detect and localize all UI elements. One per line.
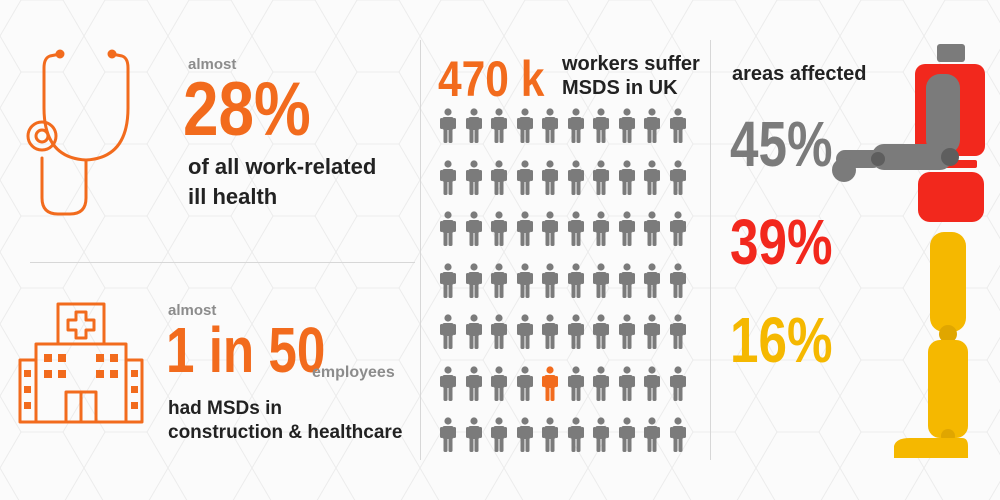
person-icon [618, 314, 635, 349]
person-icon [465, 211, 482, 246]
person-icon [618, 108, 635, 143]
stat2-prefix: almost [168, 302, 217, 319]
person-icon [440, 417, 456, 452]
area-value-back: 39% [730, 206, 833, 278]
person-icon [669, 365, 686, 401]
person-icon [465, 365, 482, 401]
person-icon [542, 262, 558, 298]
person-icon [516, 365, 533, 401]
person-icon [465, 417, 482, 452]
person-icon [516, 211, 533, 246]
person-icon [491, 211, 507, 246]
person-icon [618, 159, 635, 195]
divider-vertical-right [710, 40, 711, 460]
person-icon [491, 108, 507, 143]
person-icon [567, 314, 584, 349]
workers-label-line2: MSDS in UK [562, 77, 678, 99]
person-icon [440, 365, 456, 401]
stat1-desc-line1: of all work-related [188, 154, 377, 179]
person-icon [644, 365, 660, 401]
stethoscope-icon [26, 49, 130, 216]
person-icon [669, 314, 686, 349]
person-icon [593, 365, 609, 401]
stat1-value: 28% [183, 67, 311, 152]
person-icon [465, 108, 482, 143]
person-icon [465, 262, 482, 298]
areas-title: areas affected [732, 63, 867, 85]
person-icon [491, 417, 507, 452]
hospital-icon [18, 302, 144, 424]
person-icon [669, 211, 686, 246]
person-icon [644, 211, 660, 246]
area-value-lower-limbs: 16% [730, 304, 833, 376]
person-icon [618, 262, 635, 298]
person-icon [516, 262, 533, 298]
stat2-value: 1 in 50 [166, 314, 326, 386]
person-icon [491, 262, 507, 298]
person-icon [440, 314, 456, 349]
person-icon [593, 108, 609, 143]
person-icon [440, 159, 456, 195]
person-icon [669, 159, 686, 195]
people-grid [440, 108, 695, 458]
stat2-desc-line2: construction & healthcare [168, 422, 403, 443]
person-icon [644, 262, 660, 298]
person-icon [618, 417, 635, 452]
divider-vertical-left [420, 40, 421, 460]
area-value-upper-body: 45% [730, 108, 833, 180]
person-icon [593, 417, 609, 452]
person-icon [516, 314, 533, 349]
person-icon-highlighted [542, 365, 558, 401]
person-icon [644, 314, 660, 349]
person-icon [567, 417, 584, 452]
person-icon [669, 262, 686, 298]
person-icon [644, 417, 660, 452]
person-icon [516, 159, 533, 195]
person-icon [491, 314, 507, 349]
person-icon [542, 159, 558, 195]
person-icon [669, 417, 686, 452]
person-icon [516, 108, 533, 143]
person-icon [644, 159, 660, 195]
person-icon [644, 108, 660, 143]
person-icon [542, 211, 558, 246]
person-icon [440, 211, 456, 246]
divider-horizontal [30, 262, 415, 263]
person-icon [567, 211, 584, 246]
person-icon [542, 314, 558, 349]
person-icon [491, 159, 507, 195]
stat2-suffix: employees [312, 364, 395, 381]
person-icon [542, 417, 558, 452]
person-icon [567, 159, 584, 195]
person-icon [593, 262, 609, 298]
stat1-prefix: almost [188, 56, 237, 73]
body-figure-icon [832, 44, 985, 458]
person-icon [491, 365, 507, 401]
workers-label-line1: workers suffer [562, 53, 700, 75]
stat1-desc-line2: ill health [188, 184, 278, 209]
person-icon [618, 365, 635, 401]
person-icon [618, 211, 635, 246]
person-icon [567, 365, 584, 401]
person-icon [516, 417, 533, 452]
workers-value: 470 k [438, 51, 545, 107]
person-icon [465, 314, 482, 349]
person-icon [593, 159, 609, 195]
person-icon [669, 108, 686, 143]
person-icon [542, 108, 558, 143]
person-icon [593, 314, 609, 349]
person-icon [440, 262, 456, 298]
person-icon [440, 108, 456, 143]
person-icon [567, 108, 584, 143]
person-icon [465, 159, 482, 195]
person-icon [567, 262, 584, 298]
person-icon [593, 211, 609, 246]
stat2-desc-line1: had MSDs in [168, 398, 283, 419]
